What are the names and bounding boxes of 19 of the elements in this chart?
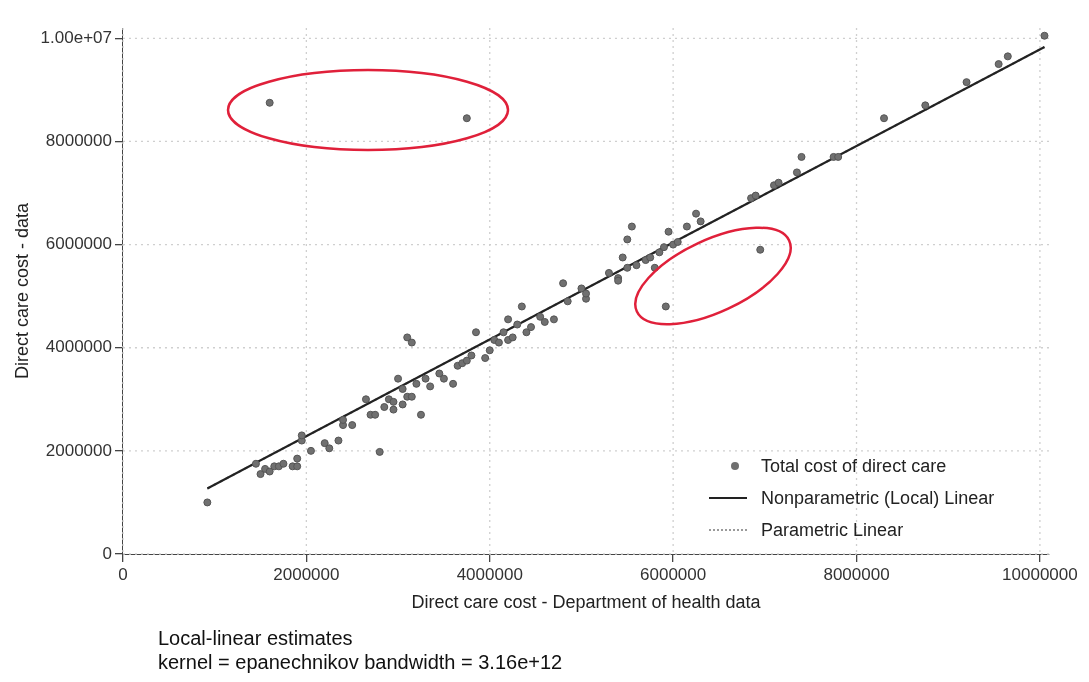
y-tick-label: 4000000 [45,337,112,357]
y-tick-label: 1.00e+07 [40,28,112,47]
x-tick-label: 8000000 [823,564,890,584]
legend-label: Nonparametric (Local) Linear [761,488,995,508]
text: kernel = epanechnikov bandwidth = 3.16e+12 [158,650,564,674]
y-tick-label: 2000000 [45,440,112,460]
x-tick-label: 4000000 [456,564,523,584]
x-tick-label: 0 [118,564,128,584]
y-tick-label: 6000000 [45,234,112,254]
y-tick-label: 0 [102,543,112,563]
x-axis-title: Direct care cost - Department of health data [411,592,762,613]
x-tick-label: 2000000 [273,564,340,584]
x-tick-label: 6000000 [640,564,707,584]
x-tick-label: 10000000 [1002,564,1078,584]
text: Local-linear estimates [158,626,354,650]
y-tick-label: 8000000 [45,131,112,151]
legend-label: Parametric Linear [761,520,904,540]
y-axis-title: Direct care cost - data [11,201,32,380]
legend-label: Total cost of direct care [761,456,947,476]
